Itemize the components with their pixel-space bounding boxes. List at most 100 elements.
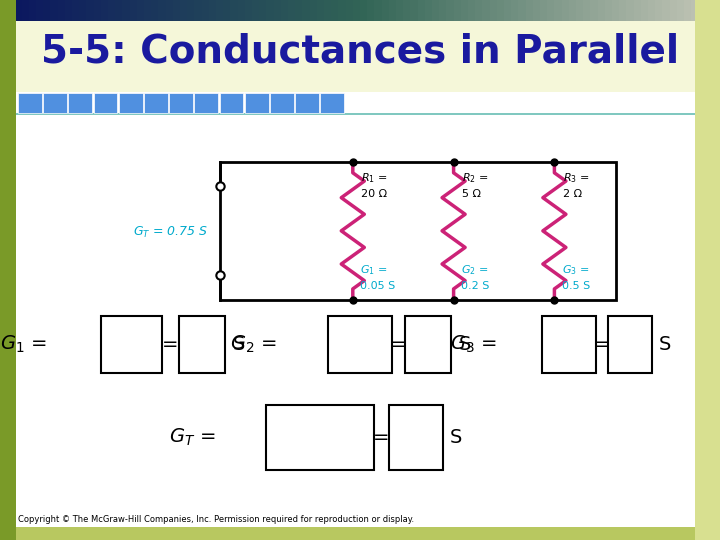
Bar <box>403 0 411 21</box>
Bar <box>179 316 225 373</box>
Bar <box>542 316 596 373</box>
Bar <box>169 93 193 113</box>
Bar <box>446 0 454 21</box>
Text: S: S <box>459 335 471 354</box>
Bar <box>151 0 159 21</box>
Bar <box>238 0 246 21</box>
Bar <box>547 0 555 21</box>
Bar <box>94 93 117 113</box>
Bar <box>511 0 519 21</box>
Bar <box>43 0 51 21</box>
Bar <box>180 0 188 21</box>
Text: 0.2 S: 0.2 S <box>461 281 489 291</box>
Bar <box>425 0 433 21</box>
Bar <box>22 0 30 21</box>
Bar <box>432 0 440 21</box>
Text: S: S <box>450 428 462 447</box>
Bar <box>353 0 361 21</box>
Bar <box>14 0 22 21</box>
Bar <box>302 0 310 21</box>
Bar <box>331 0 339 21</box>
Text: 0.05 S: 0.05 S <box>360 281 395 291</box>
Bar <box>101 0 109 21</box>
Bar <box>0 0 16 540</box>
Bar <box>367 0 375 21</box>
Bar <box>691 0 699 21</box>
Bar <box>346 0 354 21</box>
Bar <box>223 0 231 21</box>
Bar <box>245 93 269 113</box>
Bar <box>43 93 67 113</box>
Bar <box>382 0 390 21</box>
Bar <box>389 0 397 21</box>
Bar <box>533 0 541 21</box>
Bar <box>245 0 253 21</box>
Bar <box>583 0 591 21</box>
Text: =: = <box>374 428 390 447</box>
Bar <box>166 0 174 21</box>
Text: =: = <box>162 335 179 354</box>
Bar <box>324 0 332 21</box>
Text: $G_3$ =: $G_3$ = <box>562 263 589 277</box>
Bar <box>194 93 218 113</box>
Text: S: S <box>659 335 671 354</box>
Bar <box>194 0 202 21</box>
Text: $G_3$ =: $G_3$ = <box>450 334 497 355</box>
Bar <box>328 316 392 373</box>
Bar <box>173 0 181 21</box>
Bar <box>288 0 296 21</box>
Bar <box>655 0 663 21</box>
Bar <box>270 93 294 113</box>
Bar <box>540 0 548 21</box>
Bar <box>50 0 58 21</box>
Bar <box>36 0 44 21</box>
Bar <box>317 0 325 21</box>
Bar <box>497 0 505 21</box>
Bar <box>115 0 123 21</box>
Bar <box>360 0 368 21</box>
Text: $G_2$ =: $G_2$ = <box>461 263 488 277</box>
Bar <box>634 0 642 21</box>
Bar <box>468 0 476 21</box>
Bar <box>94 0 102 21</box>
Bar <box>0 526 720 540</box>
Bar <box>16 21 695 92</box>
Bar <box>220 93 243 113</box>
Bar <box>554 0 562 21</box>
Bar <box>605 0 613 21</box>
Bar <box>137 0 145 21</box>
Text: $G_1$ =: $G_1$ = <box>0 334 47 355</box>
Text: $G_T$ = 0.75 S: $G_T$ = 0.75 S <box>133 225 208 240</box>
Text: $R_3$ =: $R_3$ = <box>563 171 590 185</box>
Bar <box>65 0 73 21</box>
Bar <box>396 0 404 21</box>
Bar <box>259 0 267 21</box>
Text: $G_2$ =: $G_2$ = <box>230 334 277 355</box>
Bar <box>86 0 94 21</box>
Bar <box>389 405 443 470</box>
Bar <box>202 0 210 21</box>
Bar <box>252 0 260 21</box>
Bar <box>374 0 382 21</box>
Bar <box>68 93 92 113</box>
Bar <box>187 0 195 21</box>
Bar <box>648 0 656 21</box>
Bar <box>209 0 217 21</box>
Bar <box>158 0 166 21</box>
Text: 20 Ω: 20 Ω <box>361 190 387 199</box>
Bar <box>130 0 138 21</box>
Bar <box>670 0 678 21</box>
Bar <box>695 0 720 540</box>
Bar <box>144 0 152 21</box>
Bar <box>619 0 627 21</box>
Bar <box>439 0 447 21</box>
Bar <box>454 0 462 21</box>
Bar <box>490 0 498 21</box>
Text: 0.5 S: 0.5 S <box>562 281 590 291</box>
Text: =: = <box>594 335 611 354</box>
Bar <box>608 316 652 373</box>
Bar <box>310 0 318 21</box>
Text: $R_1$ =: $R_1$ = <box>361 171 388 185</box>
Text: $G_1$ =: $G_1$ = <box>360 263 387 277</box>
Text: $R_2$ =: $R_2$ = <box>462 171 489 185</box>
